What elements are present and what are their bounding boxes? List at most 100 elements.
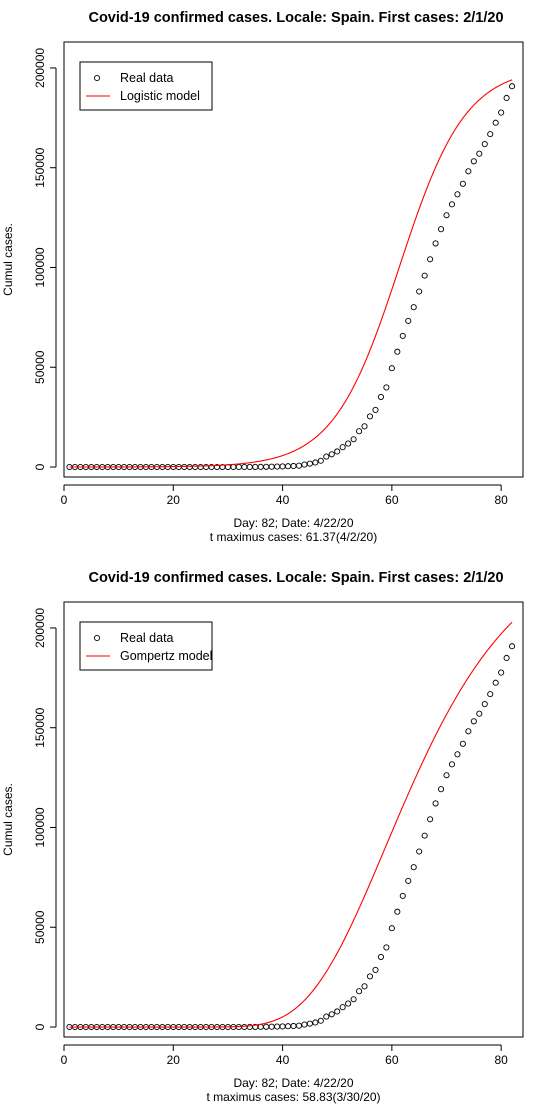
data-point (454, 191, 461, 198)
data-point (410, 864, 417, 871)
data-point (274, 463, 281, 470)
data-point (454, 751, 461, 758)
data-point (356, 988, 363, 995)
data-point (476, 150, 483, 157)
data-point (361, 423, 368, 430)
data-point (306, 460, 313, 467)
data-point (230, 463, 237, 471)
data-point (427, 816, 434, 823)
data-point (394, 908, 401, 915)
data-point (503, 94, 510, 102)
data-point (388, 365, 395, 372)
data-point (470, 718, 477, 725)
data-point (328, 1011, 335, 1018)
data-point (323, 1013, 330, 1020)
legend-label-real: Real data (120, 71, 174, 85)
data-point (235, 463, 242, 471)
x-axis-label-line2: t maximus cases: 61.37(4/2/20) (210, 530, 377, 544)
y-axis-label: Cumul cases. (1, 783, 15, 856)
data-point (399, 332, 406, 339)
x-tick-label: 40 (276, 1053, 290, 1067)
legend: Real data Gompertz model (79, 621, 213, 671)
legend-marker-real (93, 74, 101, 82)
data-point (405, 877, 412, 884)
data-point (317, 1017, 324, 1024)
y-tick-label: 0 (33, 463, 47, 470)
data-point (476, 710, 483, 717)
data-point (443, 212, 450, 219)
data-point (279, 463, 286, 470)
data-point (372, 406, 379, 413)
data-point (399, 892, 406, 899)
data-point (268, 1023, 275, 1030)
y-tick-label: 150000 (33, 147, 47, 187)
y-tick-label: 100000 (33, 807, 47, 847)
data-point (284, 1023, 292, 1030)
chart-panel-gompertz: Covid-19 confirmed cases. Locale: Spain.… (0, 560, 543, 1115)
data-point (268, 463, 275, 470)
data-point (257, 463, 264, 470)
data-point (252, 463, 259, 470)
data-point (481, 141, 488, 148)
x-tick-label: 40 (276, 493, 290, 507)
chart-panel-logistic: Covid-19 confirmed cases. Locale: Spain.… (0, 0, 543, 555)
data-point (263, 463, 270, 470)
data-point (263, 1023, 270, 1030)
data-point (405, 317, 412, 324)
data-point (295, 462, 303, 469)
data-point (509, 83, 516, 90)
x-axis: 0 20 40 60 80 (61, 1044, 508, 1067)
chart-gompertz: Covid-19 confirmed cases. Locale: Spain.… (1, 570, 524, 1104)
y-tick-label: 200000 (33, 48, 47, 88)
data-point (481, 701, 488, 708)
data-point (366, 973, 374, 980)
data-point (492, 119, 499, 126)
data-point (448, 201, 456, 208)
y-axis: 0 50000 100000 150000 200000 (33, 48, 57, 470)
data-point (443, 772, 450, 779)
data-point (459, 740, 466, 747)
y-tick-label: 50000 (33, 910, 47, 944)
data-point (361, 983, 368, 990)
data-point (498, 109, 505, 116)
chart-logistic: Covid-19 confirmed cases. Locale: Spain.… (1, 10, 524, 544)
real-data-points (66, 83, 516, 471)
y-tick-label: 0 (33, 1023, 47, 1030)
data-point (432, 240, 439, 247)
data-point (345, 1000, 352, 1007)
data-point (186, 463, 193, 471)
data-point (498, 669, 505, 676)
data-point (290, 1022, 297, 1030)
data-point (246, 463, 253, 471)
data-point (465, 168, 472, 175)
y-tick-label: 100000 (33, 247, 47, 287)
data-point (377, 393, 384, 400)
x-tick-label: 0 (61, 1053, 68, 1067)
data-point (416, 288, 423, 295)
chart-title: Covid-19 confirmed cases. Locale: Spain.… (88, 570, 503, 586)
data-point (301, 1021, 308, 1028)
data-point (312, 1019, 319, 1026)
data-point (203, 463, 210, 471)
real-data-points (66, 643, 516, 1031)
x-axis-label-line1: Day: 82; Date: 4/22/20 (233, 516, 353, 530)
x-tick-label: 80 (494, 1053, 508, 1067)
x-tick-label: 60 (385, 493, 399, 507)
y-tick-label: 200000 (33, 608, 47, 648)
data-point (323, 453, 330, 460)
x-axis-label-line2: t maximus cases: 58.83(3/30/20) (206, 1090, 380, 1104)
data-point (312, 459, 319, 466)
data-point (394, 348, 401, 355)
x-axis-label-line1: Day: 82; Date: 4/22/20 (233, 1076, 353, 1090)
data-point (492, 679, 499, 686)
data-point (350, 996, 357, 1003)
model-curve-line (69, 79, 513, 468)
data-point (279, 1023, 286, 1030)
data-point (470, 158, 477, 165)
data-point (284, 463, 292, 470)
data-point (427, 256, 434, 263)
data-point (437, 786, 445, 793)
data-point (421, 272, 428, 279)
chart-title: Covid-19 confirmed cases. Locale: Spain.… (88, 10, 503, 26)
y-tick-label: 150000 (33, 707, 47, 747)
